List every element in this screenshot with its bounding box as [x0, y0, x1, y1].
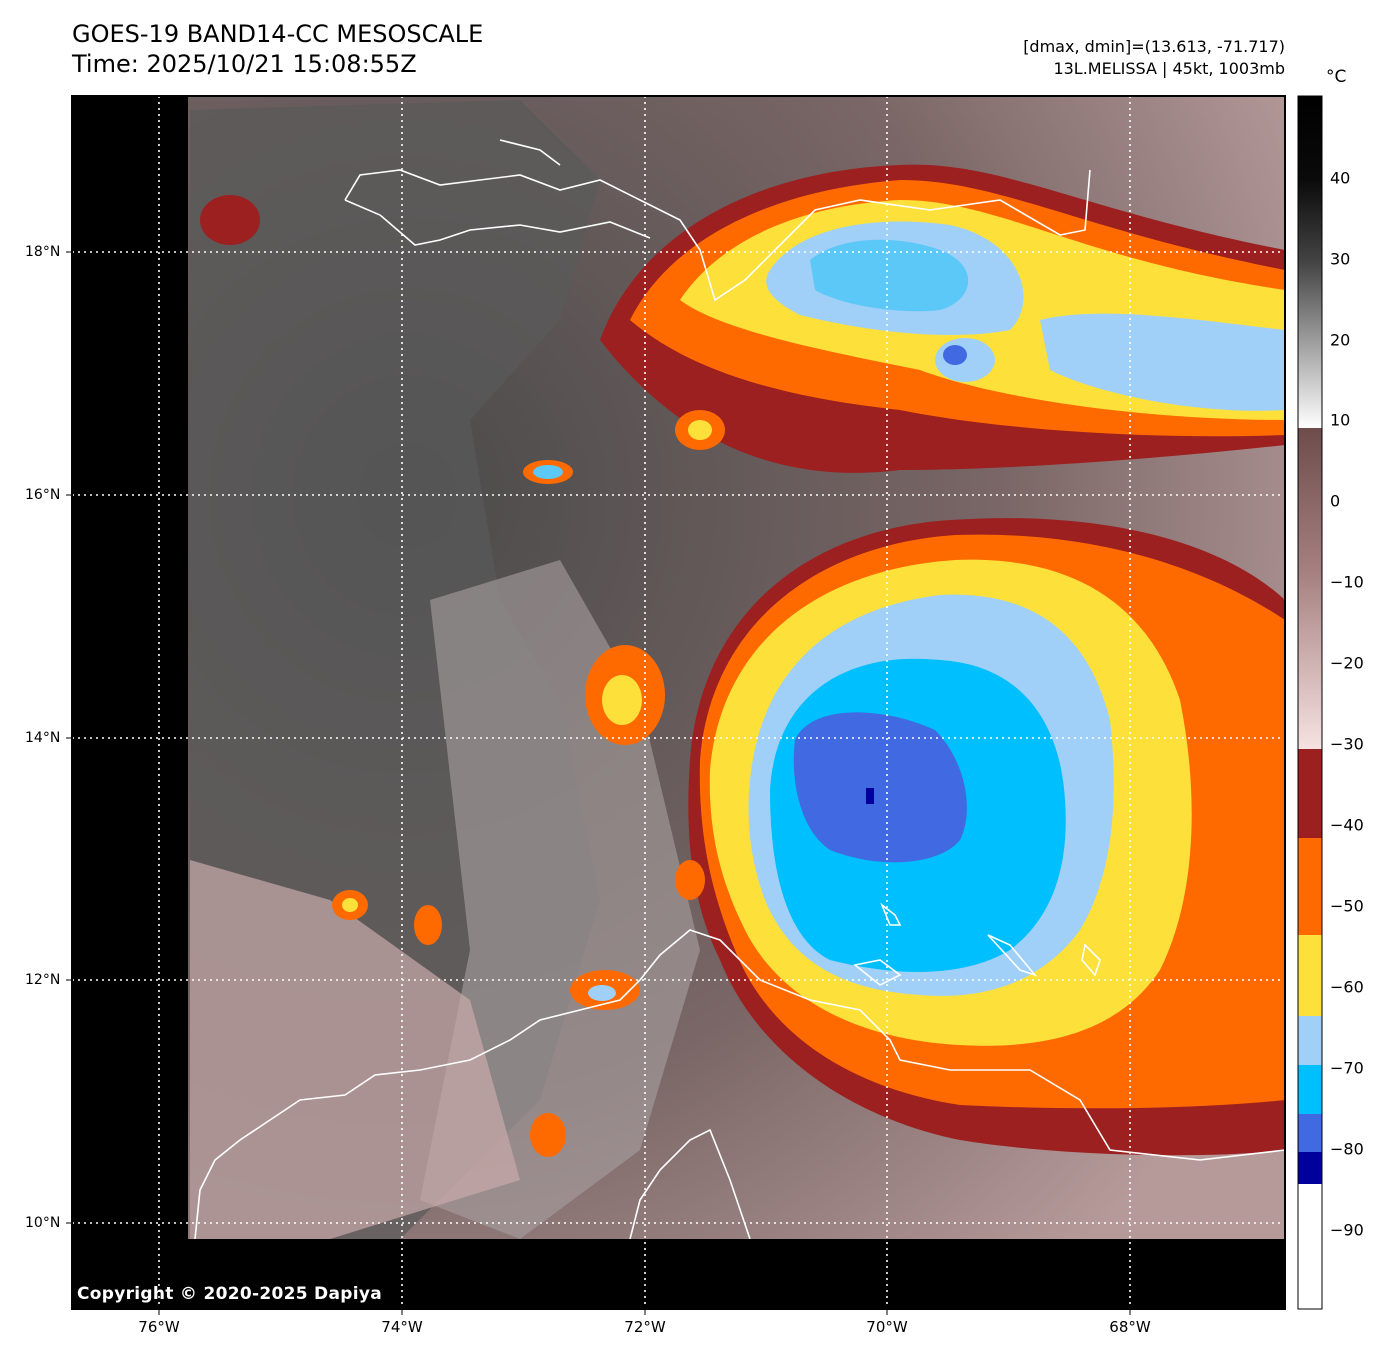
storm-royalblue-core: [793, 712, 967, 863]
colorbar-tick: 30: [1330, 249, 1351, 269]
colorbar-unit: °C: [1326, 67, 1347, 87]
lon-label-72w: 72°W: [624, 1318, 666, 1336]
figure-title: GOES-19 BAND14-CC MESOSCALE: [72, 20, 484, 48]
axis-ticks: [66, 251, 1131, 1315]
colorbar-tick: 40: [1330, 168, 1351, 188]
colorbar-tick: 10: [1330, 410, 1351, 430]
pink-cloud-region: [190, 860, 520, 1239]
colorbar-tick: −80: [1330, 1139, 1364, 1159]
coastlines: [71, 139, 1286, 1301]
colorbar: [1297, 95, 1323, 1310]
colorbar-tick: −50: [1330, 896, 1364, 916]
storm-darkblue-pixel: [866, 788, 874, 804]
storm-info: 13L.MELISSA | 45kt, 1003mb: [1053, 59, 1285, 78]
lat-label-12n: 12°N: [25, 972, 61, 988]
lon-label-74w: 74°W: [381, 1318, 423, 1336]
left-black-strip: [72, 96, 188, 1309]
lon-label-70w: 70°W: [866, 1318, 908, 1336]
north-band-lightblue-2: [1040, 313, 1285, 411]
colorbar-tick: −10: [1330, 572, 1364, 592]
lon-label-68w: 68°W: [1109, 1318, 1151, 1336]
colorbar-tick: −90: [1330, 1220, 1364, 1240]
colorbar-tick: −20: [1330, 653, 1364, 673]
dmax-dmin-info: [dmax, dmin]=(13.613, -71.717): [1023, 37, 1285, 56]
north-band-blue: [810, 239, 969, 312]
map-frame: [71, 95, 1286, 1310]
lat-label-16n: 16°N: [25, 487, 61, 503]
figure-time: Time: 2025/10/21 15:08:55Z: [72, 50, 417, 78]
colorbar-tick: −70: [1330, 1058, 1364, 1078]
north-band-cell-core: [943, 345, 967, 365]
colorbar-tick: −40: [1330, 815, 1364, 835]
colorbar-tick: 0: [1330, 491, 1341, 511]
copyright-text: Copyright © 2020-2025 Dapiya: [77, 1284, 382, 1304]
bottom-black-strip: [72, 1239, 1285, 1309]
lat-label-18n: 18°N: [25, 244, 61, 260]
gridlines: [72, 96, 1285, 1309]
colorbar-tick: −30: [1330, 734, 1364, 754]
lat-label-14n: 14°N: [25, 730, 61, 746]
lat-label-10n: 10°N: [25, 1215, 61, 1231]
colorbar-tick: 20: [1330, 330, 1351, 350]
colorbar-tick: −60: [1330, 977, 1364, 997]
lon-label-76w: 76°W: [138, 1318, 180, 1336]
